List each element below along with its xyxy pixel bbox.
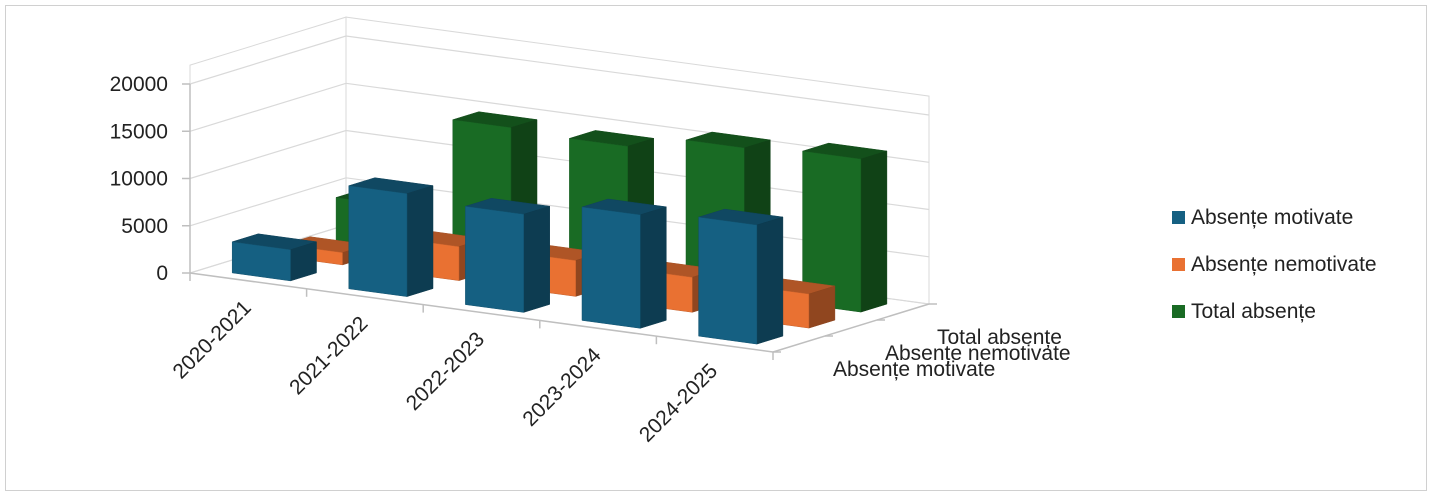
chart-area: 0 5000 10000 15000 20000 2020-2021 2021-2022 20… [5, 5, 1427, 491]
chart-3d-column: 0 5000 10000 15000 20000 2020-2021 2021-2022 20… [110, 16, 1071, 447]
bar [231, 233, 317, 282]
bar [465, 198, 550, 313]
legend-label: Absențe nemotivate [1191, 252, 1377, 276]
x-tick-label: 2022-2023 [402, 328, 489, 415]
legend-swatch [1172, 258, 1185, 271]
legend-item: Absențe motivate [1172, 194, 1377, 241]
legend-item: Absențe nemotivate [1172, 241, 1377, 288]
gridline [189, 35, 930, 116]
depth-tick-label: Total absențe [937, 326, 1062, 349]
depth-tick-label: Absențe motivate [833, 358, 995, 381]
x-tick-label: 2024-2025 [635, 359, 722, 446]
legend-label: Absențe motivate [1191, 205, 1354, 229]
bar-front [348, 185, 408, 297]
bar-front [231, 241, 291, 282]
bar-side [756, 216, 784, 345]
y-tick-label: 10000 [110, 168, 168, 191]
bar-front [581, 206, 641, 329]
bar-side [640, 206, 667, 329]
y-tick-label: 5000 [121, 215, 168, 238]
bar-front [465, 206, 524, 313]
axes [182, 83, 937, 360]
bar [348, 177, 434, 297]
y-tick-label: 15000 [110, 120, 168, 143]
x-tick-label: 2023-2024 [518, 343, 606, 431]
bar [802, 142, 888, 313]
bar-front [802, 150, 862, 313]
x-tick-label: 2021-2022 [285, 312, 372, 399]
bars [231, 111, 888, 345]
side-wall [189, 16, 347, 274]
x-tick-label: 2020-2021 [169, 296, 256, 383]
bar-side [406, 185, 434, 297]
legend-item: Total absențe [1172, 288, 1377, 335]
depth-tick-label: Absențe nemotivate [885, 342, 1071, 365]
legend-label: Total absențe [1191, 299, 1316, 323]
legend-swatch [1172, 211, 1185, 224]
bar [581, 198, 667, 329]
bar [698, 208, 784, 345]
bar-front [698, 216, 758, 345]
y-tick-label: 0 [156, 262, 168, 285]
legend-swatch [1172, 305, 1185, 318]
bar-side [860, 150, 888, 313]
x-axis-line [189, 272, 774, 353]
y-tick-label: 20000 [110, 73, 168, 96]
legend: Absențe motivate Absențe nemotivate Total … [1172, 194, 1377, 335]
depth-axis-line [772, 303, 930, 353]
bar-side [523, 205, 550, 313]
